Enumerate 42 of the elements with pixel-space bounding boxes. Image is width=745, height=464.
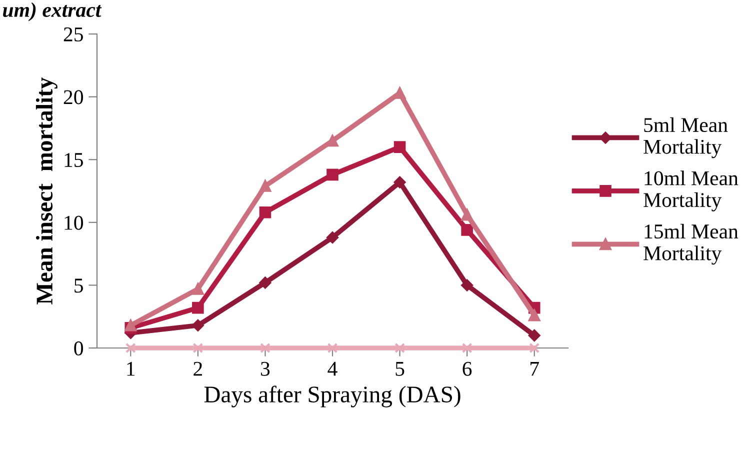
- point: [260, 342, 270, 354]
- point: [394, 342, 405, 354]
- x-axis-title: Days after Spraying (DAS): [204, 386, 460, 408]
- point: [461, 224, 473, 236]
- point: [461, 279, 474, 292]
- y-tick-label: 5: [74, 278, 83, 293]
- point: [192, 342, 204, 354]
- legend-label: 15ml Mean Mortality: [644, 224, 738, 265]
- x-tick-label: 1: [127, 362, 135, 376]
- legend-label: 5ml Mean Mortality: [644, 117, 728, 158]
- point: [528, 309, 540, 322]
- chart-title: um) extract: [2, 2, 102, 22]
- point: [192, 283, 204, 295]
- point: [326, 168, 338, 181]
- point: [528, 329, 540, 342]
- x-tick-label: 5: [396, 362, 404, 376]
- point: [394, 141, 406, 153]
- y-tick-label: 25: [64, 27, 83, 42]
- x-tick-label: 4: [328, 362, 338, 376]
- point: [461, 208, 473, 221]
- y-axis-title: Mean insect mortality: [36, 77, 58, 304]
- x-tick-label: 3: [261, 362, 270, 376]
- x-tick-label: 6: [462, 362, 472, 376]
- point: [327, 342, 338, 354]
- point: [125, 342, 136, 354]
- point: [259, 180, 272, 192]
- point: [529, 342, 540, 354]
- x-tick-label: 2: [194, 362, 202, 376]
- y-tick-label: 15: [64, 153, 83, 168]
- y-tick-label: 0: [74, 341, 84, 356]
- y-tick-label: 20: [64, 90, 84, 104]
- legend-label: 10ml Mean Mortality: [644, 170, 738, 212]
- point: [462, 342, 472, 354]
- point: [326, 134, 338, 147]
- point: [326, 232, 338, 244]
- point: [259, 206, 272, 218]
- y-tick-label: 10: [64, 216, 84, 230]
- point: [259, 276, 272, 289]
- point: [124, 319, 137, 332]
- point: [192, 302, 204, 314]
- x-tick-label: 7: [530, 362, 539, 376]
- point: [394, 176, 406, 188]
